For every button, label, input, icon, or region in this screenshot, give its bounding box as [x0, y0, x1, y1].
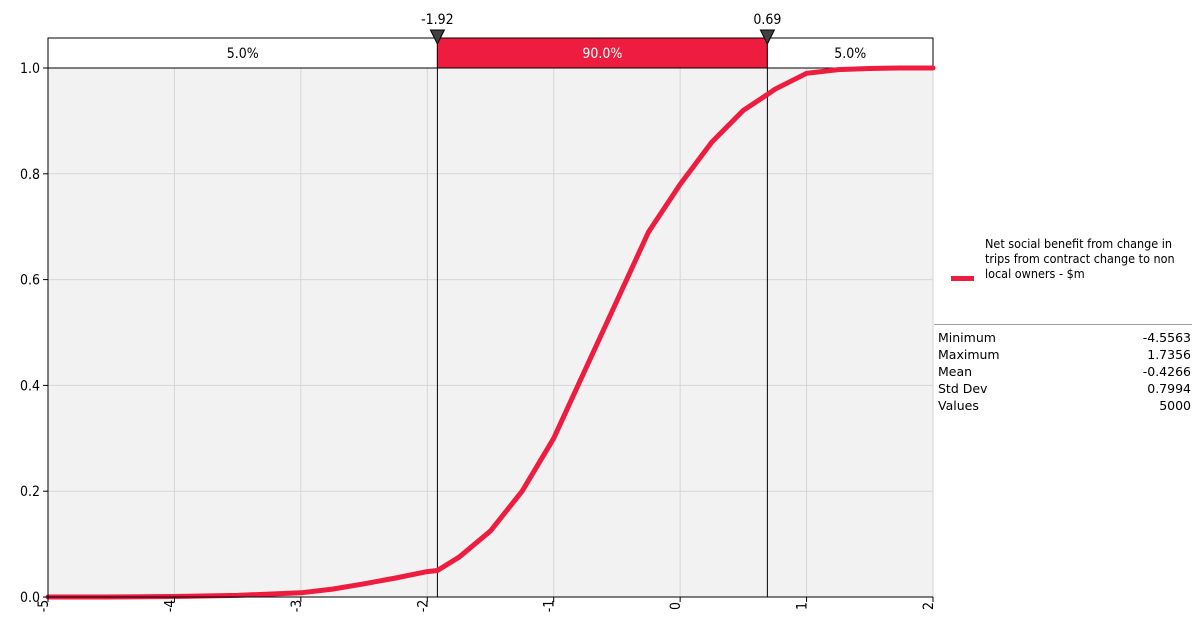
axes — [47, 68, 933, 598]
band-percentage-label: 90.0% — [582, 46, 622, 62]
stat-row-mean: Mean -0.4266 — [934, 364, 1192, 381]
legend-series-name: Net social benefit from change in trips … — [985, 236, 1175, 281]
y-tick-label: 0.4 — [20, 378, 40, 394]
y-tick-label: 0.6 — [20, 273, 40, 289]
x-tick-label: -5 — [36, 600, 52, 613]
y-tick-label: 0.2 — [20, 484, 40, 500]
x-tick-label: 1 — [795, 602, 811, 610]
plot-area — [48, 68, 933, 597]
band-percentage-label: 5.0% — [834, 46, 866, 62]
delimiter-markers[interactable]: -1.92 0.69 — [421, 12, 781, 46]
x-axis-ticks: -5 -4 -3 -2 -1 0 1 2 — [36, 597, 937, 612]
stat-label: Minimum — [938, 330, 996, 345]
right-delimiter-marker-icon[interactable] — [759, 29, 776, 46]
legend-swatch — [951, 276, 974, 281]
stat-label: Values — [938, 398, 979, 413]
legend-divider — [934, 324, 1192, 325]
stat-row-minimum: Minimum -4.5563 — [934, 330, 1192, 347]
x-tick-label: -2 — [415, 600, 431, 613]
band-percentage-label: 5.0% — [227, 46, 259, 62]
x-tick-label: -1 — [542, 600, 558, 613]
x-tick-label: -4 — [162, 600, 178, 613]
y-axis-ticks: 0.0 0.2 0.4 0.6 0.8 1.0 — [20, 61, 48, 606]
legend: Net social benefit from change in trips … — [934, 234, 1192, 325]
left-delimiter-marker-icon[interactable] — [429, 29, 446, 46]
delimiter-lines — [436, 68, 768, 597]
statistics-table: Minimum -4.5563 Maximum 1.7356 Mean -0.4… — [934, 330, 1192, 415]
left-delimiter-value: -1.92 — [421, 12, 454, 28]
band-segment — [47, 37, 438, 69]
band-segment — [436, 37, 768, 69]
stat-label: Std Dev — [938, 381, 988, 396]
stat-value: 1.7356 — [1147, 347, 1191, 362]
stat-label: Maximum — [938, 347, 1000, 362]
stat-value: -4.5563 — [1142, 330, 1191, 345]
y-tick-label: 1.0 — [20, 61, 40, 77]
stat-row-std-dev: Std Dev 0.7994 — [934, 381, 1192, 398]
series-line — [45, 65, 936, 600]
series-curve — [45, 65, 936, 600]
stat-row-values: Values 5000 — [934, 398, 1192, 415]
x-tick-label: 2 — [921, 602, 937, 610]
x-tick-label: -3 — [289, 600, 305, 613]
legend-entry: Net social benefit from change in trips … — [934, 234, 1192, 324]
stat-value: 0.7994 — [1147, 381, 1191, 396]
right-delimiter-value: 0.69 — [753, 12, 781, 28]
y-tick-label: 0.8 — [20, 167, 40, 183]
stat-row-maximum: Maximum 1.7356 — [934, 347, 1192, 364]
x-tick-label: 0 — [668, 602, 684, 610]
delimiter-band-bar: 5.0% 90.0% 5.0% — [47, 37, 934, 69]
stat-label: Mean — [938, 364, 973, 379]
stat-value: -0.4266 — [1142, 364, 1191, 379]
y-tick-label: 0.0 — [20, 590, 40, 606]
stat-value: 5000 — [1159, 398, 1191, 413]
band-segment — [766, 37, 934, 69]
